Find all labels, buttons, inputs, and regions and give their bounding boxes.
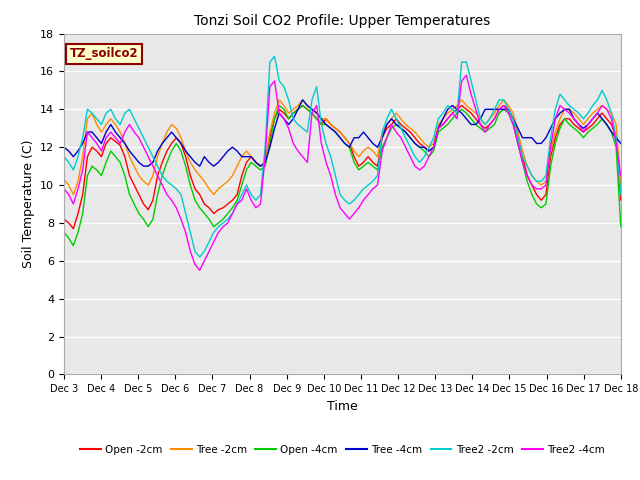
Open -4cm [70,243,77,249]
Tree -2cm [509,110,517,116]
Open -2cm [182,154,189,159]
Open -4cm [214,220,222,226]
Tree2 -4cm [449,110,456,116]
Line: Tree -4cm: Tree -4cm [64,100,621,166]
Tree -2cm [182,148,189,154]
Tree2 -4cm [214,229,222,235]
Open -2cm [617,197,625,203]
Tree -2cm [453,103,461,108]
Tree -4cm [182,148,189,154]
Tree -4cm [509,116,517,121]
X-axis label: Time: Time [327,400,358,413]
Tree2 -4cm [607,116,615,121]
Tree -4cm [140,163,147,169]
Tree -4cm [378,135,386,141]
Tree2 -4cm [509,121,517,127]
Open -4cm [453,110,461,116]
Tree2 -2cm [378,129,386,135]
Tree2 -2cm [60,154,68,159]
Open -4cm [60,229,68,235]
Tree2 -4cm [177,216,185,222]
Tree -4cm [214,159,222,165]
Line: Tree2 -4cm: Tree2 -4cm [64,75,621,270]
Open -2cm [509,116,517,121]
Line: Tree -2cm: Tree -2cm [64,100,621,194]
Tree2 -2cm [214,224,222,229]
Open -2cm [70,226,77,231]
Tree2 -2cm [607,110,615,116]
Open -4cm [275,103,283,108]
Tree -4cm [453,107,461,112]
Y-axis label: Soil Temperature (C): Soil Temperature (C) [22,140,35,268]
Tree -2cm [60,177,68,182]
Text: TZ_soilco2: TZ_soilco2 [70,47,138,60]
Open -2cm [378,135,386,141]
Open -4cm [378,144,386,150]
Open -2cm [453,107,461,112]
Open -4cm [509,121,517,127]
Tree -4cm [617,141,625,146]
Tree -2cm [275,97,283,103]
Tree2 -4cm [60,186,68,192]
Tree -2cm [378,129,386,135]
Open -2cm [607,121,615,127]
Tree2 -2cm [271,53,278,59]
Line: Open -4cm: Open -4cm [64,106,621,246]
Open -4cm [617,224,625,229]
Open -2cm [60,216,68,222]
Tree2 -4cm [463,72,470,78]
Tree -4cm [299,97,307,103]
Line: Open -2cm: Open -2cm [64,106,621,228]
Open -4cm [182,163,189,169]
Open -2cm [214,207,222,213]
Tree2 -2cm [177,192,185,197]
Tree2 -2cm [509,116,517,121]
Tree -2cm [607,110,615,116]
Tree2 -2cm [196,254,204,260]
Legend: Open -2cm, Tree -2cm, Open -4cm, Tree -4cm, Tree2 -2cm, Tree2 -4cm: Open -2cm, Tree -2cm, Open -4cm, Tree -4… [76,441,609,459]
Open -4cm [607,129,615,135]
Tree2 -2cm [453,110,461,116]
Title: Tonzi Soil CO2 Profile: Upper Temperatures: Tonzi Soil CO2 Profile: Upper Temperatur… [195,14,490,28]
Tree2 -4cm [374,182,381,188]
Tree -2cm [70,192,77,197]
Line: Tree2 -2cm: Tree2 -2cm [64,56,621,257]
Open -2cm [299,103,307,108]
Tree2 -2cm [617,192,625,197]
Tree -4cm [607,129,615,135]
Tree -4cm [60,144,68,150]
Tree -2cm [214,186,222,192]
Tree2 -4cm [196,267,204,273]
Tree2 -4cm [617,173,625,179]
Tree -2cm [617,182,625,188]
